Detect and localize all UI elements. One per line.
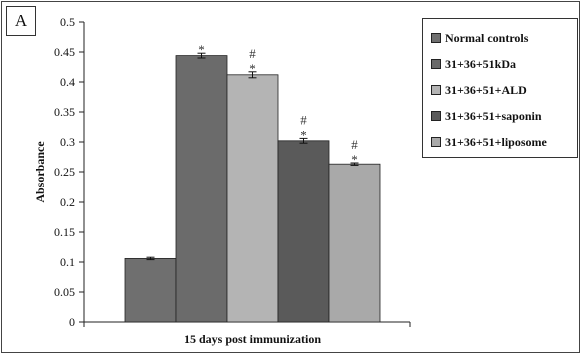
significance-mark: #	[300, 112, 307, 127]
significance-mark: *	[300, 127, 307, 142]
y-tick-label: 0.35	[54, 105, 75, 119]
bar	[175, 55, 228, 323]
legend-item: Normal controls	[431, 25, 577, 51]
legend-item: 31+36+51+liposome	[431, 129, 577, 155]
y-tick-label: 0.15	[54, 225, 75, 239]
legend-label: 31+36+51kDa	[445, 56, 517, 71]
legend-item: 31+36+51+ALD	[431, 77, 577, 103]
y-tick-label: 0.25	[54, 165, 75, 179]
panel-label: A	[6, 6, 36, 36]
y-tick-label: 0.1	[60, 255, 75, 269]
legend-item: 31+36+51kDa	[431, 51, 577, 77]
y-tick-label: 0.5	[60, 15, 75, 29]
legend-label: 31+36+51+ALD	[445, 82, 527, 97]
y-tick-label: 0	[69, 315, 75, 329]
legend-swatch	[431, 33, 441, 43]
legend-swatch	[431, 59, 441, 69]
significance-mark: *	[198, 42, 205, 57]
bar	[124, 257, 177, 323]
bar	[226, 74, 279, 323]
bar	[328, 163, 381, 323]
chart-bars	[124, 52, 381, 323]
chart-legend: Normal controls 31+36+51kDa 31+36+51+ALD 31…	[422, 18, 578, 158]
y-tick-label: 0.2	[60, 195, 75, 209]
y-tick-label: 0.4	[60, 75, 75, 89]
x-axis-label: 15 days post immunization	[184, 332, 321, 346]
significance-mark: *	[249, 61, 256, 76]
legend-item: 31+36+51+saponin	[431, 103, 577, 129]
y-tick-label: 0.05	[54, 285, 75, 299]
significance-mark: #	[249, 46, 256, 61]
legend-label: 31+36+51+saponin	[445, 108, 542, 123]
legend-label: Normal controls	[445, 30, 529, 45]
legend-swatch	[431, 137, 441, 147]
legend-swatch	[431, 85, 441, 95]
y-axis-label: Absorbance	[33, 141, 47, 203]
significance-mark: *	[351, 152, 358, 167]
y-tick-label: 0.45	[54, 45, 75, 59]
significance-mark: #	[351, 137, 358, 152]
y-tick-label: 0.3	[60, 135, 75, 149]
legend-swatch	[431, 111, 441, 121]
bar	[277, 140, 330, 323]
legend-label: 31+36+51+liposome	[445, 134, 547, 149]
chart-axes: 0 0.05 0.1 0.15 0.2 0.25 0.3 0.35 0.4 0.45 0.5	[54, 15, 411, 329]
